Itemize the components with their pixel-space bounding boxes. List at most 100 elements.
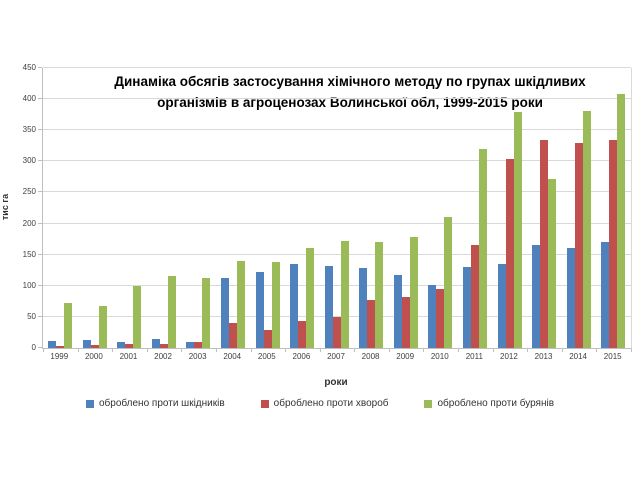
x-tick-mark-7 <box>285 349 287 352</box>
x-axis-title: роки <box>324 377 348 388</box>
bar-2012-series-0 <box>497 264 506 348</box>
bar-2001-series-1 <box>125 344 134 348</box>
x-tick-mark-2 <box>112 349 114 352</box>
bar-2005-series-2 <box>271 262 280 348</box>
y-tick-mark-350 <box>38 129 42 131</box>
bar-2010-series-0 <box>428 284 437 348</box>
gridline-150 <box>43 253 631 255</box>
y-tick-mark-450 <box>38 67 42 68</box>
y-tick-mark-100 <box>38 284 42 286</box>
legend-item-2: оброблено проти бурянів <box>424 398 554 409</box>
chart-title-line1: Динаміка обсягів застосування хімічного … <box>114 74 586 89</box>
y-tick-mark-250 <box>38 191 42 193</box>
y-tick-label-200: 200 <box>22 218 36 228</box>
bar-2014-series-2 <box>582 110 591 348</box>
y-tick-label-150: 150 <box>22 249 36 259</box>
bar-1999-series-2 <box>64 303 72 348</box>
bar-2008-series-0 <box>359 268 368 348</box>
y-tick-label-0: 0 <box>31 343 36 352</box>
x-tick-mark-10 <box>388 349 390 352</box>
y-tick-label-450: 450 <box>22 63 36 72</box>
legend-label-0: оброблено проти шкідників <box>98 398 225 409</box>
bar-2000-series-0 <box>82 339 91 348</box>
bar-1999-series-1 <box>56 345 64 348</box>
x-tick-label-2008: 2008 <box>361 352 380 361</box>
bar-2015-series-2 <box>617 94 626 348</box>
x-tick-mark-4 <box>181 349 183 352</box>
x-tick-mark-11 <box>423 349 425 352</box>
legend-label-2: оброблено проти бурянів <box>437 398 555 409</box>
gridline-400 <box>43 98 631 100</box>
legend-label-1: оброблено проти хвороб <box>273 398 389 409</box>
bar-2011-series-1 <box>471 245 480 348</box>
legend-item-1: оброблено проти хвороб <box>260 398 389 409</box>
x-axis-tick-labels: 1999 2000 2001 2002 2003 2004 2005 2006 2007 2008… <box>42 352 630 364</box>
legend-swatch-0 <box>85 399 94 408</box>
bar-2012-series-1 <box>505 159 514 348</box>
bar-2000-series-1 <box>90 344 99 348</box>
bar-2005-series-1 <box>263 329 272 348</box>
bar-2008-series-2 <box>375 242 384 348</box>
y-tick-label-100: 100 <box>22 280 36 290</box>
bar-2007-series-0 <box>324 265 333 348</box>
bar-2003-series-2 <box>202 277 211 348</box>
x-tick-mark-15 <box>561 349 563 352</box>
y-axis-tick-labels: 0 50 100 150 200 250 300 350 400 450 <box>0 63 36 352</box>
bar-2010-series-2 <box>444 217 453 348</box>
bar-2007-series-2 <box>340 240 349 348</box>
x-tick-label-2009: 2009 <box>396 352 415 361</box>
bar-2002-series-2 <box>167 276 176 348</box>
bar-2010-series-1 <box>436 288 445 348</box>
bar-2012-series-2 <box>513 111 522 348</box>
x-tick-mark-14 <box>527 349 529 352</box>
bar-2009-series-1 <box>401 296 410 348</box>
bar-2009-series-2 <box>409 237 418 348</box>
x-tick-label-2000: 2000 <box>84 352 103 361</box>
y-tick-label-250: 250 <box>22 187 36 197</box>
x-tick-label-2003: 2003 <box>188 352 207 361</box>
bar-2015-series-1 <box>609 139 618 348</box>
bar-2004-series-2 <box>236 260 245 348</box>
x-tick-mark-17 <box>631 349 632 352</box>
x-tick-label-2001: 2001 <box>119 352 138 361</box>
y-tick-label-400: 400 <box>22 94 36 104</box>
bar-2004-series-0 <box>220 277 229 348</box>
bar-2001-series-2 <box>133 285 142 348</box>
bar-2001-series-0 <box>117 341 126 348</box>
bar-2014-series-0 <box>566 248 575 348</box>
x-tick-mark-3 <box>146 349 148 352</box>
x-tick-label-2006: 2006 <box>292 352 311 361</box>
bar-2006-series-0 <box>290 264 299 348</box>
gridline-450 <box>43 67 631 68</box>
x-tick-mark-1 <box>77 349 79 352</box>
bar-2013-series-2 <box>548 179 557 348</box>
y-tick-mark-50 <box>38 315 42 317</box>
x-tick-mark-16 <box>596 349 598 352</box>
bar-2002-series-0 <box>151 339 160 348</box>
bar-2002-series-1 <box>159 343 168 348</box>
plot-area <box>38 67 632 352</box>
legend-item-0: оброблено проти шкідників <box>85 398 225 409</box>
bar-2004-series-1 <box>228 323 237 348</box>
bar-2011-series-0 <box>463 267 472 348</box>
bar-2007-series-1 <box>332 316 341 348</box>
bar-2013-series-1 <box>540 139 549 348</box>
gridline-200 <box>43 222 631 224</box>
bar-2003-series-0 <box>186 341 195 348</box>
x-tick-label-2010: 2010 <box>430 352 449 361</box>
bar-2011-series-2 <box>479 148 488 348</box>
y-tick-mark-200 <box>38 222 42 224</box>
gridline-350 <box>43 129 631 131</box>
x-tick-label-2013: 2013 <box>534 352 553 361</box>
y-tick-mark-400 <box>38 98 42 100</box>
gridline-250 <box>43 191 631 193</box>
y-tick-mark-0 <box>38 347 42 348</box>
y-tick-mark-150 <box>38 253 42 255</box>
x-tick-label-2004: 2004 <box>223 352 242 361</box>
bar-2003-series-1 <box>194 341 203 348</box>
bar-2006-series-1 <box>298 321 307 348</box>
bar-2015-series-0 <box>601 241 610 348</box>
x-tick-mark-5 <box>215 349 217 352</box>
y-tick-label-50: 50 <box>27 311 36 321</box>
